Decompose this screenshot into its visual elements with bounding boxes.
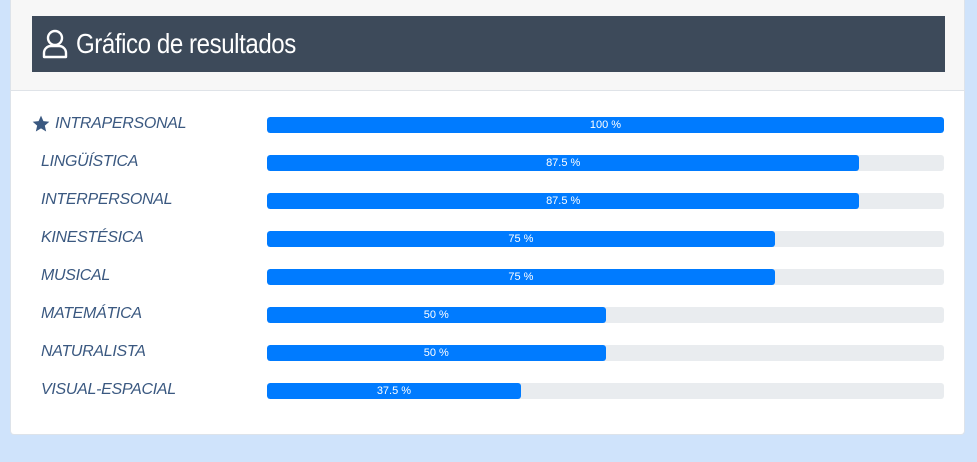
category-label: NATURALISTA bbox=[41, 343, 146, 360]
user-icon bbox=[42, 29, 68, 59]
card-header: Gráfico de resultados bbox=[11, 0, 964, 91]
value-label: 87.5 % bbox=[546, 195, 581, 207]
result-row: INTRAPERSONAL 100 % bbox=[11, 106, 964, 144]
progress-track: 50 % bbox=[267, 345, 944, 361]
result-row: NATURALISTA 50 % bbox=[11, 334, 964, 372]
progress-track: 87.5 % bbox=[267, 193, 944, 209]
progress-track: 75 % bbox=[267, 231, 944, 247]
page-title: Gráfico de resultados bbox=[76, 28, 296, 59]
result-row: KINESTÉSICA 75 % bbox=[11, 220, 964, 258]
category-label: MUSICAL bbox=[41, 267, 111, 284]
progress-bar: 100 % bbox=[267, 117, 944, 133]
value-label: 75 % bbox=[508, 233, 534, 245]
value-label: 37.5 % bbox=[376, 385, 412, 397]
value-label: 50 % bbox=[423, 347, 449, 359]
result-row: VISUAL-ESPACIAL 37.5 % bbox=[11, 372, 964, 410]
category-label: KINESTÉSICA bbox=[41, 229, 144, 246]
progress-bar: 75 % bbox=[267, 231, 775, 247]
progress-bar: 87.5 % bbox=[267, 155, 860, 171]
result-row: MUSICAL 75 % bbox=[11, 258, 964, 296]
progress-bar: 50 % bbox=[267, 345, 606, 361]
result-row: LINGÜÍSTICA 87.5 % bbox=[11, 144, 964, 182]
results-card: Gráfico de resultados INTRAPERSONAL 100 %… bbox=[10, 0, 965, 435]
progress-track: 37.5 % bbox=[267, 383, 944, 399]
progress-track: 75 % bbox=[267, 269, 944, 285]
progress-bar: 37.5 % bbox=[267, 383, 521, 399]
value-label: 100 % bbox=[589, 119, 622, 131]
value-label: 75 % bbox=[508, 271, 534, 283]
progress-bar: 75 % bbox=[267, 269, 775, 285]
result-row: MATEMÁTICA 50 % bbox=[11, 296, 964, 334]
progress-track: 50 % bbox=[267, 307, 944, 323]
category-label: INTRAPERSONAL bbox=[55, 115, 187, 132]
value-label: 87.5 % bbox=[546, 157, 581, 169]
category-label: MATEMÁTICA bbox=[41, 305, 142, 322]
category-label: LINGÜÍSTICA bbox=[41, 153, 139, 170]
category-label: INTERPERSONAL bbox=[41, 191, 173, 208]
progress-bar: 87.5 % bbox=[267, 193, 860, 209]
progress-track: 100 % bbox=[267, 117, 944, 133]
title-bar: Gráfico de resultados bbox=[32, 16, 945, 72]
value-label: 50 % bbox=[423, 309, 449, 321]
progress-bar: 50 % bbox=[267, 307, 606, 323]
result-row: INTERPERSONAL 87.5 % bbox=[11, 182, 964, 220]
category-label: VISUAL-ESPACIAL bbox=[41, 381, 176, 398]
progress-track: 87.5 % bbox=[267, 155, 944, 171]
star-icon bbox=[32, 115, 50, 132]
results-chart: INTRAPERSONAL 100 % LINGÜÍSTICA 87.5 % INTER… bbox=[11, 106, 964, 410]
